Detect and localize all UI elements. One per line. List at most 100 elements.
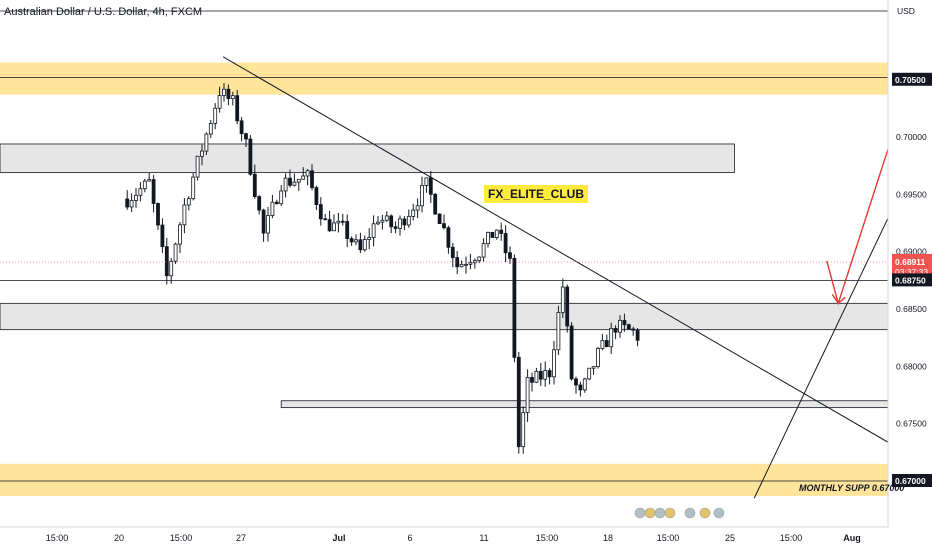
candle-body xyxy=(468,262,473,265)
time-tick-label: Aug xyxy=(843,533,861,543)
candle-body xyxy=(191,176,196,200)
pullback-arrowhead xyxy=(831,293,846,305)
candle-body xyxy=(354,239,358,243)
price-tick-label: 0.68000 xyxy=(896,361,927,371)
candle-body xyxy=(244,133,248,140)
trendline xyxy=(222,56,932,469)
price-tick-label: 0.69500 xyxy=(896,189,927,199)
candle-body xyxy=(402,218,407,226)
resistance-zone xyxy=(0,62,888,95)
candle-body xyxy=(169,260,174,277)
gray-zone xyxy=(0,143,735,174)
candle-body xyxy=(288,177,292,186)
candle-body xyxy=(266,215,270,234)
line-price-tag xyxy=(892,273,932,287)
monthly-support-label: MONTHLY SUPP 0.67000 xyxy=(799,483,905,493)
time-tick-label: 6 xyxy=(407,533,412,543)
candle-body xyxy=(125,198,130,208)
candle-body xyxy=(371,223,376,238)
price-tick-label: 0.67500 xyxy=(896,419,927,429)
candle-body xyxy=(411,209,416,217)
economic-event-icon xyxy=(699,507,711,519)
candle-body xyxy=(358,239,363,251)
candle-body xyxy=(186,198,191,206)
candle-body xyxy=(604,340,609,348)
candle-body xyxy=(204,133,209,152)
candle-body xyxy=(252,173,257,198)
candle-body xyxy=(530,376,534,383)
candle-body xyxy=(464,263,468,266)
candle-body xyxy=(552,349,556,378)
candle-body xyxy=(279,190,284,205)
gray-zone xyxy=(280,400,889,409)
candle-body xyxy=(477,256,482,261)
time-tick-label: 27 xyxy=(236,533,246,543)
candle-body xyxy=(490,231,495,238)
countdown-label: 03:37:33 xyxy=(895,267,928,277)
candle-body xyxy=(345,221,350,239)
time-tick-label: 15:00 xyxy=(780,533,803,543)
watermark-badge: FX_ELITE_CLUB xyxy=(484,185,589,203)
candles-group xyxy=(125,83,640,454)
candle-body xyxy=(635,329,640,341)
candle-body xyxy=(156,203,160,226)
candle-body xyxy=(134,194,138,201)
candle-body xyxy=(494,229,499,238)
price-tick-label: 0.70000 xyxy=(896,132,927,142)
candle-body xyxy=(613,328,618,333)
candle-body xyxy=(512,257,517,358)
candle-body xyxy=(235,95,240,122)
candle-body xyxy=(349,238,354,243)
candle-body xyxy=(437,213,442,225)
candle-body xyxy=(525,376,530,413)
candle-body xyxy=(424,177,429,186)
candle-body xyxy=(622,319,627,326)
candle-body xyxy=(182,204,187,226)
candle-body xyxy=(455,257,460,268)
gray-zone xyxy=(0,302,889,331)
time-tick-label: 18 xyxy=(603,533,613,543)
candle-body xyxy=(222,88,226,96)
candle-body xyxy=(173,243,178,262)
candle-body xyxy=(609,328,614,348)
economic-event-icon xyxy=(634,507,646,519)
time-tick-label: 25 xyxy=(725,533,735,543)
candle-body xyxy=(543,370,548,380)
candle-body xyxy=(217,95,222,109)
candle-body xyxy=(560,286,565,314)
candle-body xyxy=(362,239,367,251)
candle-body xyxy=(406,215,411,226)
candle-body xyxy=(486,231,490,245)
currency-label: USD xyxy=(897,6,915,16)
candle-body xyxy=(327,219,332,232)
candle-body xyxy=(499,229,504,234)
line-price-label: 0.68750 xyxy=(895,275,926,285)
candle-body xyxy=(376,221,380,225)
candle-body xyxy=(248,138,253,175)
candle-body xyxy=(538,370,543,380)
candle-body xyxy=(446,227,451,248)
candle-body xyxy=(450,246,455,258)
price-tick-label: 0.67000 xyxy=(895,476,926,486)
candle-body xyxy=(270,201,275,216)
candle-body xyxy=(442,223,446,229)
candle-body xyxy=(336,220,341,224)
candle-body xyxy=(323,218,328,221)
time-tick-label: 15:00 xyxy=(657,533,680,543)
candle-body xyxy=(380,219,385,223)
candle-body xyxy=(314,187,319,205)
price-tick-label: 0.68500 xyxy=(896,304,927,314)
price-tick-label: 0.69000 xyxy=(896,247,927,257)
support-zone xyxy=(0,463,888,496)
candle-body xyxy=(296,178,301,183)
candle-body xyxy=(226,88,231,100)
candle-body xyxy=(534,370,539,383)
economic-event-icon xyxy=(664,507,676,519)
candle-body xyxy=(591,366,596,369)
candle-body xyxy=(574,378,578,386)
candle-body xyxy=(310,170,314,189)
time-tick-label: 20 xyxy=(114,533,124,543)
candle-body xyxy=(274,201,279,205)
